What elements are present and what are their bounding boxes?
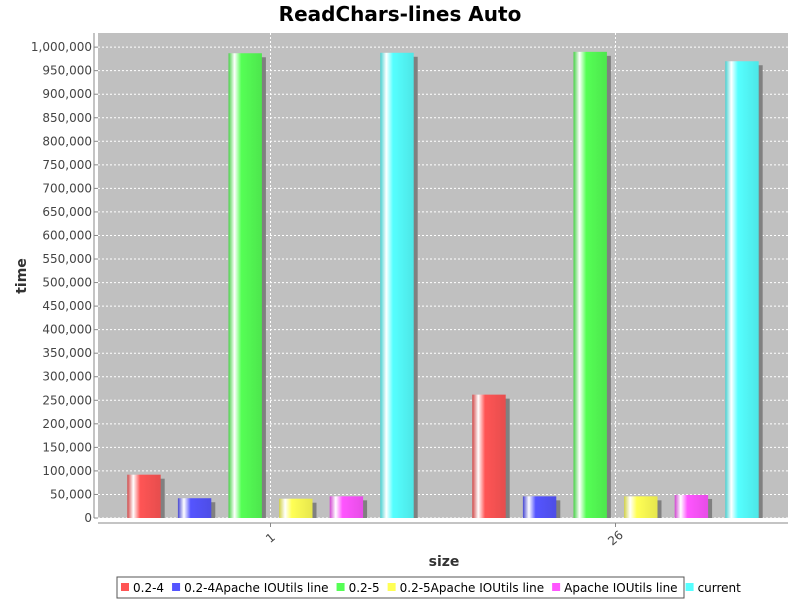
legend-label: current	[698, 581, 742, 595]
bar: 0.2-4 @ 1: 92000	[127, 474, 161, 518]
x-tick-label: 26	[605, 528, 626, 549]
y-tick-label: 800,000	[42, 134, 92, 148]
legend-swatch	[387, 583, 396, 591]
legend-label: Apache IOUtils line	[564, 581, 677, 595]
y-tick-label: 1,000,000	[31, 40, 92, 54]
y-tick-label: 550,000	[42, 252, 92, 266]
x-tick-label: 1	[263, 530, 278, 546]
legend-label: 0.2-4	[133, 581, 164, 595]
y-tick-label: 300,000	[42, 370, 92, 384]
y-axis-label: time	[14, 258, 30, 294]
y-tick-label: 400,000	[42, 323, 92, 337]
legend-box	[116, 576, 685, 599]
legend-label: 0.2-5Apache IOUtils line	[400, 581, 545, 595]
y-tick-label: 850,000	[42, 111, 92, 125]
bars: 0.2-4 @ 1: 92000 0.2-4Apache IOUtils line…	[127, 51, 763, 519]
bar: 0.2-4 @ 26: 262000	[472, 394, 506, 518]
y-tick-label: 200,000	[42, 417, 92, 431]
bar: current @ 26: 970000	[725, 61, 759, 518]
legend-swatch	[552, 583, 561, 591]
legend-label: 0.2-4Apache IOUtils line	[184, 581, 329, 595]
legend-label: 0.2-5	[349, 581, 380, 595]
y-tick-label: 350,000	[42, 346, 92, 360]
y-tick-label: 600,000	[42, 228, 92, 242]
y-tick-label: 500,000	[42, 276, 92, 290]
legend-swatch	[121, 583, 129, 591]
y-tick-label: 650,000	[42, 205, 92, 219]
bar: 0.2-4Apache IOUtils line @ 26: 46000	[522, 496, 557, 518]
bar: 0.2-5 @ 26: 990000	[573, 51, 607, 518]
bar: 0.2-5 @ 1: 987000	[228, 53, 262, 519]
gridlines	[98, 33, 788, 519]
y-tick-label: 250,000	[42, 393, 92, 407]
x-axis-label: size	[429, 554, 460, 570]
y-tick-label: 0	[84, 511, 92, 525]
y-tick-label: 900,000	[42, 87, 92, 101]
bar: current @ 1: 988000	[380, 52, 414, 518]
y-tick-label: 150,000	[42, 440, 92, 454]
y-tick-label: 50,000	[50, 487, 92, 501]
axes: 0 50,000 100,000 150,000 200,000 250,000 300,0…	[31, 33, 788, 548]
chart-title: ReadChars-lines Auto	[279, 2, 522, 26]
bar: 0.2-5Apache IOUtils line @ 26: 46000	[624, 496, 658, 518]
y-tick-label: 100,000	[42, 464, 92, 478]
y-tick-label: 950,000	[42, 64, 92, 78]
bar: Apache IOUtils line @ 1: 46000	[329, 496, 364, 518]
bar: 0.2-5Apache IOUtils line @ 1: 41000	[279, 498, 313, 518]
y-tick-label: 450,000	[42, 299, 92, 313]
bar: Apache IOUtils line @ 26: 49000	[674, 494, 709, 518]
legend-swatch	[685, 583, 694, 591]
plot-background	[98, 33, 788, 518]
y-tick-label: 700,000	[42, 181, 92, 195]
legend-swatch	[172, 583, 181, 591]
y-tick-label: 750,000	[42, 158, 92, 172]
legend-swatch	[336, 583, 345, 591]
legend: 0.2-4 0.2-4Apache IOUtils line 0.2-5 0.2-5A…	[116, 576, 742, 599]
bar: 0.2-4Apache IOUtils line @ 1: 42000	[177, 498, 212, 518]
